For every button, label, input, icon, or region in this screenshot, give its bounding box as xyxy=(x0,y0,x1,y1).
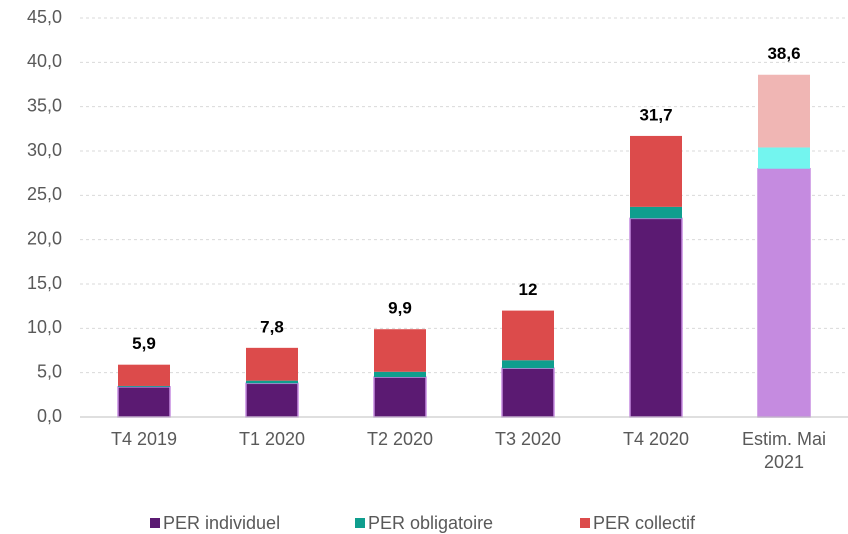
x-tick-label: T4 2019 xyxy=(110,429,178,449)
total-label: 12 xyxy=(519,280,538,299)
y-tick-label: 0,0 xyxy=(37,406,62,426)
bar-segment xyxy=(246,347,298,381)
y-tick-label: 15,0 xyxy=(27,273,62,293)
x-tick-label: T1 2020 xyxy=(238,429,306,449)
total-label: 31,7 xyxy=(639,105,672,124)
bar-segment xyxy=(118,364,170,386)
x-tick-label: T2 2020 xyxy=(366,429,434,449)
bar-segment xyxy=(118,385,170,387)
x-tick-label: Estim. Mai 2021 xyxy=(741,429,826,472)
bar-segment xyxy=(502,360,554,369)
y-tick-label: 30,0 xyxy=(27,140,62,160)
bar-segment xyxy=(245,382,299,418)
total-label: 5,9 xyxy=(132,334,156,353)
bar-segment xyxy=(630,206,682,219)
y-tick-label: 25,0 xyxy=(27,184,62,204)
bar-segment xyxy=(758,74,810,148)
y-tick-label: 10,0 xyxy=(27,317,62,337)
total-label: 9,9 xyxy=(388,299,412,318)
bar-segment xyxy=(374,371,426,378)
bar-segment xyxy=(373,376,427,418)
bar-segment xyxy=(374,329,426,372)
total-label: 38,6 xyxy=(767,44,800,63)
y-tick-label: 35,0 xyxy=(27,95,62,115)
bar-segment xyxy=(758,147,810,169)
y-tick-label: 40,0 xyxy=(27,51,62,71)
legend-swatch xyxy=(580,518,590,528)
bar-segment xyxy=(629,217,683,418)
y-tick-label: 5,0 xyxy=(37,361,62,381)
legend-label: PER individuel xyxy=(163,513,280,533)
bar-segment xyxy=(502,310,554,361)
y-tick-label: 45,0 xyxy=(27,7,62,27)
bar-segment xyxy=(630,135,682,207)
legend-label: PER obligatoire xyxy=(368,513,493,533)
legend-swatch xyxy=(355,518,365,528)
legend-label: PER collectif xyxy=(593,513,696,533)
legend-swatch xyxy=(150,518,160,528)
y-tick-label: 20,0 xyxy=(27,228,62,248)
x-tick-label: T4 2020 xyxy=(622,429,690,449)
bar-segment xyxy=(246,380,298,384)
bar-segment xyxy=(757,167,811,418)
bar-segment xyxy=(501,367,555,418)
total-label: 7,8 xyxy=(260,317,284,336)
x-tick-label: T3 2020 xyxy=(494,429,562,449)
bar-segment xyxy=(117,386,171,418)
